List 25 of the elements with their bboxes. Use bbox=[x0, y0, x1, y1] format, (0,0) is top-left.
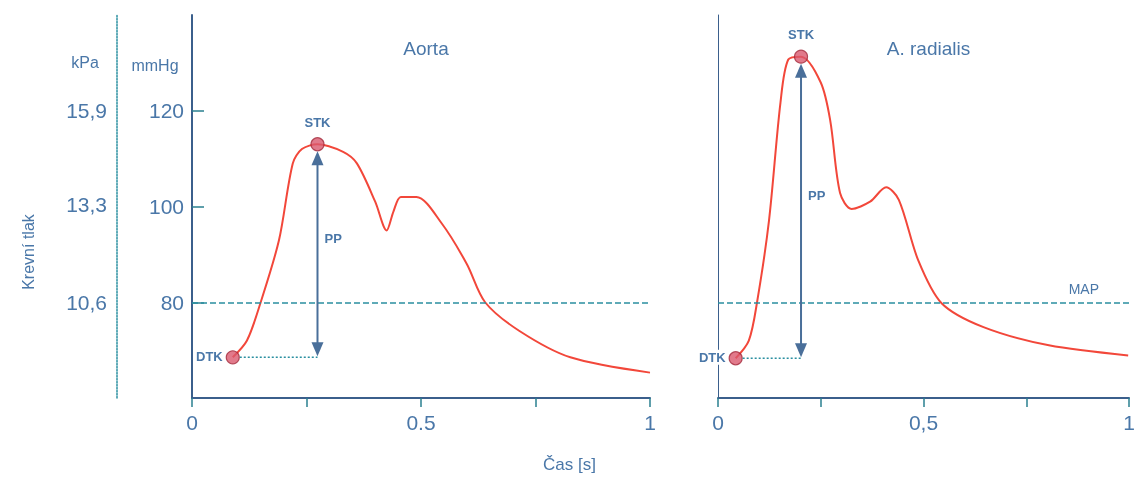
y2-tick-label: 13,3 bbox=[66, 193, 107, 217]
y-axis-title: mmHg bbox=[131, 56, 179, 74]
annotation: STK bbox=[304, 114, 332, 130]
annotation: PP bbox=[808, 187, 826, 203]
y-tick-label: 100 bbox=[148, 195, 184, 218]
annotation: PP bbox=[324, 231, 343, 247]
y-tick-label: 80 bbox=[160, 290, 184, 314]
y2-axis-title: kPa bbox=[71, 53, 99, 71]
ref-line-label: MAP bbox=[1068, 281, 1099, 298]
x-tick-label: 0.5 bbox=[406, 411, 436, 434]
x-tick-label: 1 bbox=[1123, 411, 1135, 434]
text: A. radialis bbox=[886, 38, 971, 59]
y-tick-label: 120 bbox=[148, 99, 184, 123]
text: Aorta bbox=[403, 38, 450, 59]
x-axis-title: Čas [s] bbox=[542, 455, 597, 475]
annotation: DTK bbox=[698, 349, 727, 365]
text: Krevní tlak bbox=[19, 213, 37, 290]
x-tick-label: 0 bbox=[186, 411, 198, 434]
annotation: STK bbox=[788, 27, 815, 43]
x-tick-label: 0,5 bbox=[908, 411, 939, 434]
annotation: DTK bbox=[196, 348, 224, 364]
y2-tick-label: 10,6 bbox=[66, 290, 107, 314]
x-tick-label: 1 bbox=[644, 411, 656, 434]
x-tick-label: 0 bbox=[712, 411, 724, 434]
y2-tick-label: 15,9 bbox=[66, 99, 107, 123]
